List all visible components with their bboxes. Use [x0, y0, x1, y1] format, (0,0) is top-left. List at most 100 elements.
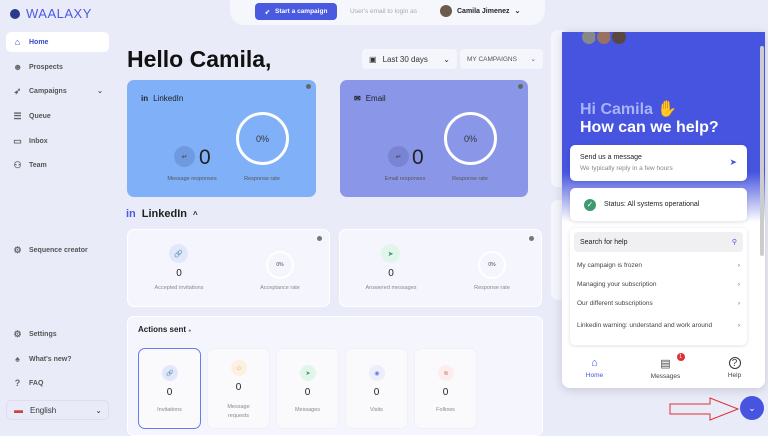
label: Message requests [227, 404, 250, 419]
logo[interactable]: WAALAXY [10, 6, 92, 21]
label: Start a campaign [275, 8, 328, 15]
article-link[interactable]: My campaign is frozen › [570, 256, 747, 275]
article-link[interactable]: Our different subscriptions › [570, 294, 747, 313]
action-message-requests[interactable]: ✩ 0 Message requests [207, 348, 270, 429]
tab-help[interactable]: ? Help [728, 357, 741, 379]
chevron-down-icon: ⌄ [97, 88, 103, 95]
messages-stats-card: ➤ 0 Answered messages 0% Response rate [339, 229, 542, 307]
response-rate-ring: 0% [236, 112, 289, 165]
link-icon: 🔗 [162, 365, 178, 381]
acceptance-rate-label: Acceptance rate [260, 285, 300, 291]
email-icon: ✉ [354, 94, 361, 103]
gear-icon: ⚙ [13, 328, 22, 339]
info-icon[interactable] [518, 84, 523, 89]
action-follows[interactable]: ≋ 0 Follows [414, 348, 477, 429]
chevron-down-icon: ⌄ [514, 8, 521, 15]
help-chat-widget: Hi Camila ✋ How can we help? Send us a m… [562, 32, 765, 388]
send-icon: ➤ [300, 365, 316, 381]
response-rate-label: Response rate [474, 285, 510, 291]
avatar [610, 32, 628, 46]
label: Messages [294, 407, 321, 413]
help-heading: How can we help? [580, 119, 719, 136]
title-text: Actions sent [138, 325, 187, 334]
info-icon[interactable] [317, 236, 322, 241]
label: MY CAMPAIGNS [467, 55, 517, 63]
tab-messages[interactable]: ▤ 1 Messages [651, 352, 685, 380]
login-as-email-input[interactable]: User's email to login as [350, 8, 417, 15]
language-select[interactable]: ▬ English ⌄ [6, 400, 109, 420]
status-card[interactable]: ✓ Status: All systems operational [570, 188, 747, 221]
team-avatars [580, 32, 628, 46]
sidebar-item-team[interactable]: ⚇ Team [6, 155, 109, 175]
label: Help [727, 372, 742, 379]
home-icon: ⌂ [14, 37, 21, 47]
action-messages[interactable]: ➤ 0 Messages [276, 348, 339, 429]
rocket-icon: ➶ [264, 8, 271, 16]
tab-home[interactable]: ⌂ Home [586, 357, 603, 379]
card-title: LinkedIn [153, 94, 184, 103]
sidebar-item-faq[interactable]: ? FAQ [6, 373, 109, 393]
article-link[interactable]: Managing your subscription › [570, 275, 747, 294]
sidebar-item-campaigns[interactable]: ➶ Campaigns ⌄ [6, 81, 109, 101]
widget-tab-bar: ⌂ Home ▤ 1 Messages ? Help [562, 348, 765, 388]
label: Home [29, 38, 49, 46]
start-campaign-button[interactable]: ➶ Start a campaign [255, 3, 337, 20]
chevron-up-icon: ^ [193, 209, 198, 219]
sidebar-item-home[interactable]: ⌂ Home [6, 32, 109, 52]
card-title: Email [365, 94, 386, 103]
sidebar-item-sequence-creator[interactable]: ⚙ Sequence creator [6, 240, 109, 260]
linkedin-summary-card: in LinkedIn ↵ 0 Message responses 0% Resp… [127, 80, 316, 197]
red-arrow-annotation [669, 397, 740, 421]
label: Inbox [29, 137, 48, 145]
article-link[interactable]: Linkedin warning: understand and work ar… [570, 313, 747, 339]
article-title: Linkedin warning: understand and work ar… [577, 322, 713, 329]
search-icon: ⚲ [731, 239, 737, 246]
sidebar-item-settings[interactable]: ⚙ Settings [6, 324, 109, 344]
label: Settings [29, 330, 57, 338]
acceptance-rate-ring: 0% [266, 251, 294, 279]
info-icon[interactable]: ● [188, 328, 192, 334]
bell-icon: ♠ [15, 354, 20, 364]
info-icon[interactable] [529, 236, 534, 241]
label: Campaigns [29, 87, 67, 95]
actions-sent-title: Actions sent ● [138, 325, 191, 334]
send-icon: ➤ [729, 157, 737, 167]
linkedin-section-toggle[interactable]: in LinkedIn ^ [126, 208, 198, 220]
label: Sequence creator [29, 246, 88, 254]
queue-icon: ☰ [13, 110, 22, 121]
invitations-stats-card: 🔗 0 Accepted invitations 0% Acceptance r… [127, 229, 330, 307]
sidebar-item-inbox[interactable]: ▭ Inbox [6, 131, 109, 151]
sidebar-item-whats-new[interactable]: ♠ What's new? [6, 349, 109, 369]
unread-badge: 1 [676, 352, 685, 361]
sidebar-item-prospects[interactable]: ☻ Prospects [6, 57, 109, 77]
article-title: My campaign is frozen [577, 262, 643, 269]
label: Team [29, 161, 47, 169]
response-rate-ring: 0% [444, 112, 497, 165]
rss-icon: ≋ [438, 365, 454, 381]
accepted-invitations-label: Accepted invitations [154, 285, 204, 291]
chat-launcher-button[interactable]: ⌄ [740, 396, 764, 420]
label: What's new? [29, 355, 72, 363]
message-responses-label: Message responses [167, 176, 217, 182]
search-help-input[interactable]: Search for help ⚲ [574, 232, 743, 252]
send-message-button[interactable]: Send us a message We typically reply in … [570, 145, 747, 181]
info-icon[interactable] [306, 84, 311, 89]
scrollbar[interactable] [760, 46, 764, 256]
wave-icon: ✋ [657, 101, 678, 118]
page-title: Hello Camila, [127, 46, 272, 72]
hi-text: Hi Camila [580, 101, 653, 118]
rocket-icon: ➶ [13, 85, 22, 96]
action-visits[interactable]: ◉ 0 Visits [345, 348, 408, 429]
chevron-down-icon: ⌄ [95, 405, 102, 415]
label: Prospects [29, 63, 63, 71]
action-invitations[interactable]: 🔗 0 Invitations [138, 348, 201, 429]
help-icon: ? [728, 357, 741, 369]
campaign-filter-select[interactable]: MY CAMPAIGNS ⌄ [460, 49, 543, 69]
sidebar-item-queue[interactable]: ☰ Queue [6, 106, 109, 126]
brand-name: WAALAXY [26, 6, 92, 21]
answered-messages-value: 0 [388, 268, 394, 279]
logo-icon [10, 8, 20, 19]
article-title: Our different subscriptions [577, 300, 653, 307]
period-select[interactable]: ▣ Last 30 days ⌄ [362, 49, 457, 69]
user-menu[interactable]: Camila Jimenez ⌄ [440, 5, 520, 17]
